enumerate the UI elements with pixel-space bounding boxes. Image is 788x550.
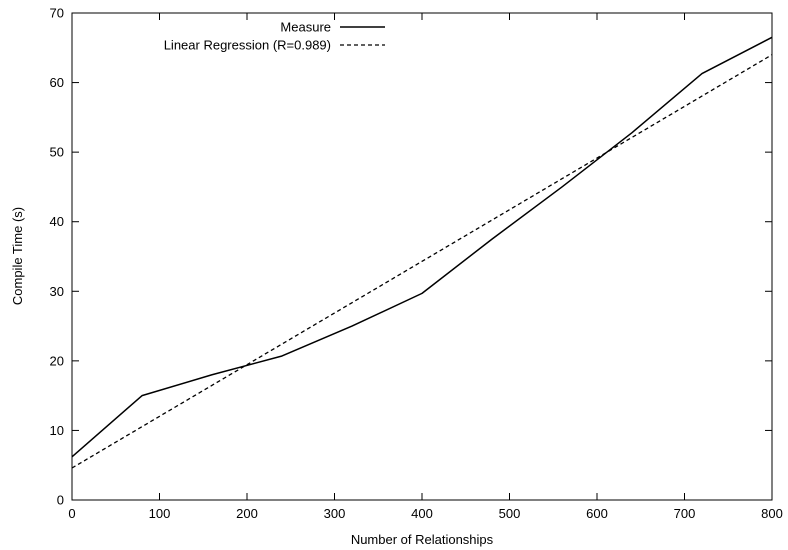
x-tick-label: 400 [411, 506, 433, 521]
legend: Measure Linear Regression (R=0.989) [164, 20, 385, 53]
plot-frame [71, 12, 773, 501]
x-axis-label: Number of Relationships [351, 532, 494, 547]
x-tick-label: 300 [324, 506, 346, 521]
x-tick-label: 700 [674, 506, 696, 521]
legend-label: Measure [280, 20, 331, 35]
x-tick-label: 200 [236, 506, 258, 521]
x-tick-label: 800 [761, 506, 783, 521]
legend-label: Linear Regression (R=0.989) [164, 38, 331, 53]
y-tick-label: 10 [50, 423, 64, 438]
y-tick-label: 50 [50, 145, 64, 160]
y-tick-label: 20 [50, 353, 64, 368]
x-tick-label: 100 [149, 506, 171, 521]
y-tick-label: 30 [50, 284, 64, 299]
y-tick-label: 60 [50, 75, 64, 90]
y-tick-label: 70 [50, 6, 64, 21]
series-group [71, 36, 773, 469]
axis-ticks [71, 12, 773, 501]
y-tick-label: 40 [50, 214, 64, 229]
x-tick-label: 600 [586, 506, 608, 521]
series-line-regression [71, 54, 773, 469]
y-axis-label: Compile Time (s) [10, 207, 25, 305]
axis-tick-labels: 0 100 200 300 400 500 600 700 800 0 10 20 30 40 50 60 70 [50, 6, 783, 522]
series-line-measure [71, 36, 773, 458]
x-tick-label: 0 [68, 506, 75, 521]
y-tick-label: 0 [57, 493, 64, 508]
x-tick-label: 500 [499, 506, 521, 521]
